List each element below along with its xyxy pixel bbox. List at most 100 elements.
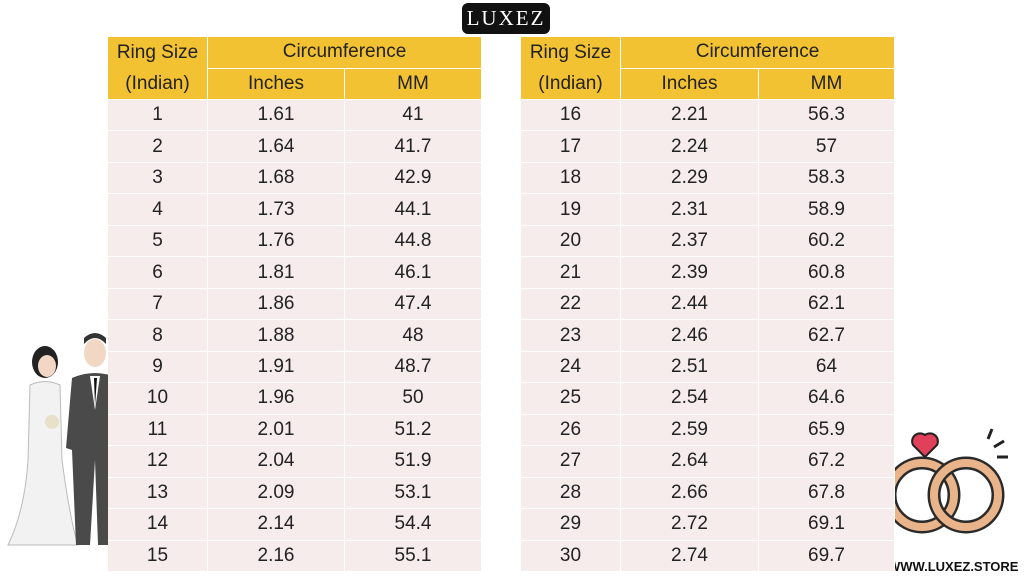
table-cell: 2.59 (621, 414, 759, 447)
table-cell: 60.2 (759, 225, 895, 258)
table-cell: 2.64 (621, 446, 759, 478)
size-header-title: Ring Size (529, 41, 612, 63)
column-header: Inches (621, 68, 759, 100)
table-cell: 62.1 (759, 288, 895, 321)
group-header: Circumference (621, 37, 895, 69)
table-cell: 64.6 (759, 383, 895, 415)
table-cell: 60.8 (759, 257, 895, 289)
size-header-sub: (Indian) (125, 72, 190, 94)
website: WWW.LUXEZ.STORE (888, 559, 1019, 574)
table-cell: 57 (759, 131, 895, 163)
table-cell: 47.4 (345, 288, 482, 321)
column-header: MM (759, 68, 895, 100)
table-cell: 51.9 (345, 446, 482, 478)
table-cell: 67.8 (759, 477, 895, 510)
table-cell: 29 (521, 509, 621, 541)
table-cell: 2 (108, 131, 208, 163)
table-cell: 2.54 (621, 383, 759, 415)
table-cell: 1.61 (208, 100, 345, 132)
table-cell: 54.4 (345, 509, 482, 541)
table-cell: 15 (108, 540, 208, 573)
table-cell: 12 (108, 446, 208, 478)
table-cell: 1.86 (208, 288, 345, 321)
table-cell: 7 (108, 288, 208, 321)
table-cell: 44.1 (345, 194, 482, 226)
table-cell: 1.81 (208, 257, 345, 289)
column-header: Inches (208, 68, 345, 100)
table-cell: 18 (521, 162, 621, 195)
table-cell: 4 (108, 194, 208, 226)
size-header: Ring Size (Indian) (521, 37, 621, 100)
table-cell: 1.91 (208, 351, 345, 384)
table-cell: 13 (108, 477, 208, 510)
table-cell: 2.31 (621, 194, 759, 226)
table-cell: 14 (108, 509, 208, 541)
table-cell: 3 (108, 162, 208, 195)
table-cell: 20 (521, 225, 621, 258)
table-cell: 67.2 (759, 446, 895, 478)
table-cell: 2.51 (621, 351, 759, 384)
table-cell: 2.24 (621, 131, 759, 163)
table-cell: 2.16 (208, 540, 345, 573)
logo: LUXEZ (462, 3, 550, 34)
table-cell: 26 (521, 414, 621, 447)
table-cell: 22 (521, 288, 621, 321)
size-header-title: Ring Size (116, 41, 199, 63)
table-cell: 48 (345, 320, 482, 352)
table-cell: 2.37 (621, 225, 759, 258)
table-cell: 62.7 (759, 320, 895, 352)
table-cell: 27 (521, 446, 621, 478)
table-cell: 41.7 (345, 131, 482, 163)
table-cell: 2.01 (208, 414, 345, 447)
table-cell: 64 (759, 351, 895, 384)
table-cell: 51.2 (345, 414, 482, 447)
table-cell: 5 (108, 225, 208, 258)
column-header: MM (345, 68, 482, 100)
table-cell: 1.73 (208, 194, 345, 226)
table-cell: 2.72 (621, 509, 759, 541)
table-cell: 30 (521, 540, 621, 573)
table-cell: 2.14 (208, 509, 345, 541)
size-header-sub: (Indian) (538, 72, 603, 94)
table-cell: 48.7 (345, 351, 482, 384)
table-cell: 2.66 (621, 477, 759, 510)
table-cell: 2.21 (621, 100, 759, 132)
table-cell: 50 (345, 383, 482, 415)
table-cell: 2.46 (621, 320, 759, 352)
table-cell: 42.9 (345, 162, 482, 195)
table-cell: 44.8 (345, 225, 482, 258)
table-cell: 1.76 (208, 225, 345, 258)
table-cell: 11 (108, 414, 208, 447)
table-cell: 2.39 (621, 257, 759, 289)
table-cell: 41 (345, 100, 482, 132)
table-cell: 1.88 (208, 320, 345, 352)
table-cell: 23 (521, 320, 621, 352)
table-cell: 58.9 (759, 194, 895, 226)
table-cell: 1.96 (208, 383, 345, 415)
table-cell: 19 (521, 194, 621, 226)
table-cell: 2.44 (621, 288, 759, 321)
table-cell: 53.1 (345, 477, 482, 510)
table-cell: 1.64 (208, 131, 345, 163)
table-cell: 2.29 (621, 162, 759, 195)
table-cell: 2.09 (208, 477, 345, 510)
table-cell: 24 (521, 351, 621, 384)
table-cell: 21 (521, 257, 621, 289)
table-cell: 2.74 (621, 540, 759, 573)
table-cell: 1 (108, 100, 208, 132)
table-cell: 58.3 (759, 162, 895, 195)
group-header: Circumference (208, 37, 482, 69)
table-cell: 2.04 (208, 446, 345, 478)
table-cell: 6 (108, 257, 208, 289)
table-cell: 28 (521, 477, 621, 510)
table-cell: 69.7 (759, 540, 895, 573)
table-cell: 17 (521, 131, 621, 163)
table-cell: 46.1 (345, 257, 482, 289)
table-cell: 69.1 (759, 509, 895, 541)
table-cell: 25 (521, 383, 621, 415)
size-header: Ring Size (Indian) (108, 37, 208, 100)
table-cell: 16 (521, 100, 621, 132)
table-cell: 1.68 (208, 162, 345, 195)
rings-icon (883, 428, 1008, 534)
